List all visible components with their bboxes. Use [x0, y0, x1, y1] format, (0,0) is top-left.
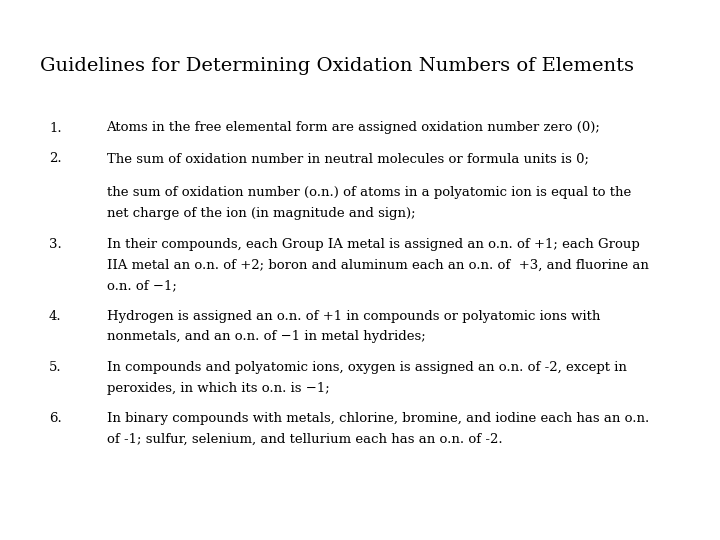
Text: nonmetals, and an o.n. of −1 in metal hydrides;: nonmetals, and an o.n. of −1 in metal hy…	[107, 330, 426, 343]
Text: Guidelines for Determining Oxidation Numbers of Elements: Guidelines for Determining Oxidation Num…	[40, 57, 634, 75]
Text: o.n. of −1;: o.n. of −1;	[107, 279, 176, 292]
Text: peroxides, in which its o.n. is −1;: peroxides, in which its o.n. is −1;	[107, 382, 329, 395]
Text: the sum of oxidation number (o.n.) of atoms in a polyatomic ion is equal to the: the sum of oxidation number (o.n.) of at…	[107, 186, 631, 199]
Text: IIA metal an o.n. of +2; boron and aluminum each an o.n. of  +3, and fluorine an: IIA metal an o.n. of +2; boron and alumi…	[107, 258, 649, 272]
Text: 1.: 1.	[49, 122, 62, 134]
Text: In binary compounds with metals, chlorine, bromine, and iodine each has an o.n.: In binary compounds with metals, chlorin…	[107, 412, 649, 426]
Text: In compounds and polyatomic ions, oxygen is assigned an o.n. of -2, except in: In compounds and polyatomic ions, oxygen…	[107, 361, 626, 374]
Text: 4.: 4.	[49, 309, 62, 323]
Text: 5.: 5.	[49, 361, 62, 374]
Text: 6.: 6.	[49, 412, 62, 426]
Text: 2.: 2.	[49, 152, 62, 165]
Text: of -1; sulfur, selenium, and tellurium each has an o.n. of -2.: of -1; sulfur, selenium, and tellurium e…	[107, 433, 502, 446]
Text: In their compounds, each Group IA metal is assigned an o.n. of +1; each Group: In their compounds, each Group IA metal …	[107, 238, 639, 251]
Text: Hydrogen is assigned an o.n. of +1 in compounds or polyatomic ions with: Hydrogen is assigned an o.n. of +1 in co…	[107, 309, 600, 323]
Text: The sum of oxidation number in neutral molecules or formula units is 0;: The sum of oxidation number in neutral m…	[107, 152, 588, 165]
Text: net charge of the ion (in magnitude and sign);: net charge of the ion (in magnitude and …	[107, 207, 415, 220]
Text: 3.: 3.	[49, 238, 62, 251]
Text: Atoms in the free elemental form are assigned oxidation number zero (0);: Atoms in the free elemental form are ass…	[107, 122, 600, 134]
